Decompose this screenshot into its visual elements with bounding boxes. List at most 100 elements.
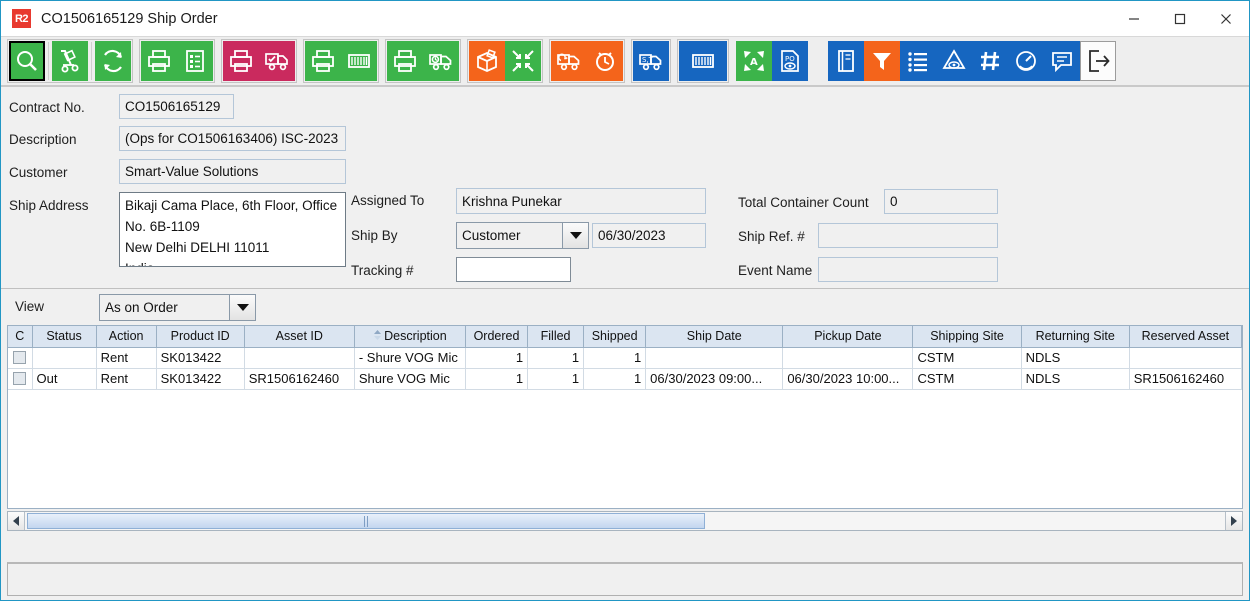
cell-returning-site: NDLS [1021,347,1130,369]
print-truck-button[interactable] [387,41,423,81]
toolbar-group-truck-print [385,39,461,83]
print-button[interactable] [141,41,177,81]
chevron-down-icon[interactable] [562,223,588,248]
cell-product-id: SK013422 [156,368,245,390]
cell-description: - Shure VOG Mic [354,347,466,369]
col-pickup-date[interactable]: Pickup Date [782,326,914,348]
ship-address-field[interactable]: Bikaji Cama Place, 6th Floor, Office No.… [119,192,346,267]
cell-pickup-date [782,347,914,369]
ship-by-select[interactable]: Customer [456,222,589,249]
view-row: View As on Order [1,289,1249,325]
row-checkbox[interactable] [13,372,27,385]
warning-eye-button[interactable] [936,41,972,81]
comment-button[interactable] [1044,41,1080,81]
hash-button[interactable] [972,41,1008,81]
toolbar-group-pack [467,39,543,83]
scroll-left-icon[interactable] [8,512,25,530]
container-detail-button[interactable] [679,41,727,81]
assigned-to-label: Assigned To [351,193,425,208]
toolbar-group-print [139,39,215,83]
book-button[interactable] [828,41,864,81]
col-shipping-site[interactable]: Shipping Site [912,326,1022,348]
print-ship-button[interactable] [223,41,259,81]
scroll-thumb[interactable] [27,513,705,529]
po-view-button[interactable]: PO [772,41,808,81]
toolbar-group-ship-truck: S,T [631,39,671,83]
col-product-id[interactable]: Product ID [156,326,245,348]
search-button[interactable] [9,41,45,81]
status-area-upper [3,534,1247,560]
cell-ship-date: 06/30/2023 09:00... [645,368,784,390]
pack-box-button[interactable] [469,41,505,81]
delivery-check-button[interactable] [259,41,295,81]
ship-ref-field[interactable] [818,223,998,248]
window-controls [1111,1,1249,37]
col-ship-date[interactable]: Ship Date [645,326,784,348]
chevron-down-icon[interactable] [229,295,255,320]
close-icon[interactable] [1203,1,1249,37]
event-name-field[interactable] [818,257,998,282]
toolbar-group-ship-print [221,39,297,83]
col-asset-id[interactable]: Asset ID [244,326,355,348]
cell-ship-date [645,347,784,369]
grid-horizontal-scrollbar[interactable] [7,511,1243,531]
toolbar-group-container-detail [677,39,729,83]
ship-truck-button[interactable]: S,T [633,41,669,81]
description-field[interactable]: (Ops for CO1506163406) ISC-2023 [119,126,346,151]
svg-text:PO: PO [785,55,795,63]
cell-product-id: SK013422 [156,347,245,369]
view-select[interactable]: As on Order [99,294,256,321]
maximize-icon[interactable] [1157,1,1203,37]
cell-ordered: 1 [465,368,529,390]
ship-address-label: Ship Address [9,198,89,213]
col-description[interactable]: Description [354,326,466,348]
col-reserved-asset[interactable]: Reserved Asset [1129,326,1242,348]
return-truck-button[interactable] [551,41,587,81]
gauge-button[interactable] [1008,41,1044,81]
exit-button[interactable] [1080,41,1116,81]
late-clock-button[interactable] [587,41,623,81]
table-row[interactable]: Rent SK013422 - Shure VOG Mic 1 1 1 CSTM… [8,347,1242,369]
collapse-button[interactable] [505,41,541,81]
col-c[interactable]: C [8,326,33,348]
container-button[interactable] [341,41,377,81]
grip-line [367,515,368,527]
title-bar: R2 CO1506165129 Ship Order [1,1,1249,37]
tracking-field[interactable] [456,257,571,282]
assigned-to-field[interactable]: Krishna Punekar [456,188,706,214]
col-filled[interactable]: Filled [527,326,585,348]
row-checkbox-cell[interactable] [8,347,33,369]
auto-arrange-button[interactable]: A [736,41,772,81]
minimize-icon[interactable] [1111,1,1157,37]
ship-by-date-field[interactable]: 06/30/2023 [592,223,706,248]
col-ordered[interactable]: Ordered [465,326,529,348]
total-container-count-field[interactable]: 0 [884,189,998,214]
col-shipped[interactable]: Shipped [583,326,647,348]
ship-order-form: Contract No. CO1506165129 Description (O… [1,87,1249,431]
ship-order-grid[interactable]: C Status Action Product ID Asset ID Desc… [7,325,1243,509]
row-checkbox[interactable] [13,351,27,364]
table-row[interactable]: Out Rent SK013422 SR1506162460 Shure VOG… [8,368,1242,390]
cell-asset-id [244,347,355,369]
scroll-track[interactable] [25,512,1225,530]
contract-no-field[interactable]: CO1506165129 [119,94,234,119]
col-action[interactable]: Action [96,326,157,348]
row-checkbox-cell[interactable] [8,368,33,390]
filter-button[interactable] [864,41,900,81]
col-status[interactable]: Status [32,326,97,348]
cell-filled: 1 [527,368,585,390]
truck-clock-button[interactable] [423,41,459,81]
svg-text:S,T: S,T [642,56,654,64]
main-toolbar: S,T A PO [1,37,1249,87]
col-returning-site[interactable]: Returning Site [1021,326,1130,348]
list-view-button[interactable] [900,41,936,81]
toolbar-group-tools [827,39,1117,83]
cell-shipped: 1 [583,347,647,369]
refresh-button[interactable] [95,41,131,81]
print-container-button[interactable] [305,41,341,81]
scroll-right-icon[interactable] [1225,512,1242,530]
hand-truck-button[interactable] [52,41,88,81]
print-list-button[interactable] [177,41,213,81]
customer-field[interactable]: Smart-Value Solutions [119,159,346,184]
status-bar [7,562,1243,596]
